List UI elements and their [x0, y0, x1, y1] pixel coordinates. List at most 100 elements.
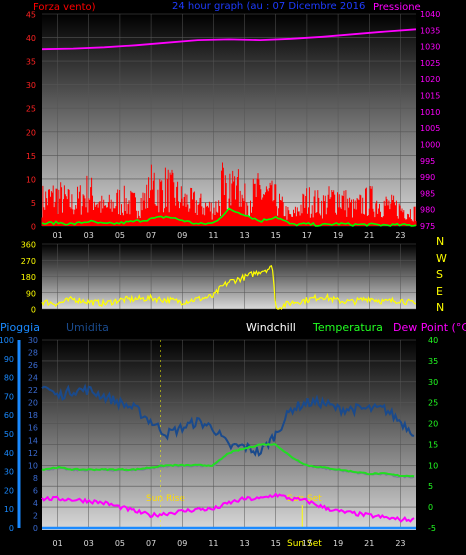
panel1-left-tick: 5 — [31, 199, 36, 208]
panel2-left-tick: 90 — [26, 289, 36, 298]
dewpoint-line — [41, 492, 415, 523]
panel3-temp-tick: -5 — [428, 524, 436, 533]
windchill-axis-title: Windchill — [246, 321, 296, 334]
panel3-x-tick: 01 — [52, 539, 62, 548]
wind-direction-line — [41, 265, 417, 310]
panel1-left-tick: 10 — [26, 175, 36, 184]
panel3-humidity-tick: 24 — [28, 374, 38, 383]
panel3-rain-tick: 80 — [4, 374, 14, 383]
panel3-rain-tick: 30 — [4, 468, 14, 477]
chart-title: 24 hour graph (au : 07 Dicembre 2016 — [172, 1, 365, 12]
panel3-humidity-tick: 30 — [28, 336, 38, 345]
humidity-line — [41, 383, 415, 457]
panel3-rain-tick: 60 — [4, 411, 14, 420]
panel1-left-tick: 35 — [26, 58, 36, 67]
panel1-x-tick: 21 — [364, 231, 374, 240]
panel2-compass-label: E — [436, 285, 443, 298]
panel1-x-tick: 15 — [271, 231, 281, 240]
temperature-axis-title: Temperatura — [312, 321, 383, 334]
panel3-x-tick: 05 — [115, 539, 125, 548]
panel3-humidity-tick: 18 — [28, 411, 38, 420]
panel3-rain-tick: 90 — [4, 355, 14, 364]
panel3-rain-tick: 40 — [4, 449, 14, 458]
panel3-x-tick: 21 — [364, 539, 374, 548]
wind-axis-title: Forza vento) — [33, 2, 96, 13]
panel3-humidity-tick: 16 — [28, 424, 38, 433]
panel3-x-tick: 03 — [84, 539, 94, 548]
panel1-x-tick: 03 — [84, 231, 94, 240]
panel1-left-tick: 0 — [31, 223, 36, 232]
panel1-x-tick: 17 — [302, 231, 312, 240]
dewpoint-axis-title: Dew Point (°C) — [393, 321, 466, 334]
panel3-temp-tick: 10 — [428, 461, 438, 470]
panel1-x-tick: 05 — [115, 231, 125, 240]
panel3-x-tick: 09 — [177, 539, 187, 548]
panel3-temp-tick: 15 — [428, 440, 438, 449]
panel3-temp-tick: 0 — [428, 503, 433, 512]
panel1-right-tick: 1025 — [420, 59, 440, 68]
panel3-temp-tick: 25 — [428, 399, 438, 408]
sunrise-label: Sun Rise — [146, 494, 185, 504]
panel1-right-tick: 1015 — [420, 92, 440, 101]
panel3-rain-tick: 0 — [9, 524, 14, 533]
panel1-right-tick: 980 — [420, 206, 435, 215]
panel2-compass-label: N — [436, 235, 444, 248]
panel3-humidity-tick: 12 — [28, 449, 38, 458]
panel2-compass-label: S — [436, 268, 443, 281]
panel2-left-tick: 180 — [21, 273, 36, 282]
panel1-right-tick: 1040 — [420, 10, 440, 19]
panel3-temp-tick: 40 — [428, 336, 438, 345]
panel1-x-tick: 23 — [395, 231, 405, 240]
panel3-humidity-tick: 10 — [28, 461, 38, 470]
panel3-rain-tick: 70 — [4, 392, 14, 401]
panel3-temp-tick: 20 — [428, 420, 438, 429]
panel1-left-tick: 40 — [26, 34, 36, 43]
humidity-axis-title: Umidita — [66, 321, 109, 334]
panel3-x-tick: 23 — [395, 539, 405, 548]
panel3-rain-tick: 100 — [0, 336, 14, 345]
panel1-x-tick: 09 — [177, 231, 187, 240]
panel3-humidity-tick: 6 — [33, 486, 38, 495]
panel1-right-tick: 985 — [420, 189, 435, 198]
panel3-humidity-tick: 20 — [28, 399, 38, 408]
panel3-x-tick: 13 — [239, 539, 249, 548]
panel3-humidity-tick: 14 — [28, 436, 38, 445]
panel3-x-tick: 07 — [146, 539, 156, 548]
panel1-left-tick: 15 — [26, 152, 36, 161]
panel3-humidity-tick: 26 — [28, 361, 38, 370]
panel1-plot-area — [42, 14, 416, 226]
panel1-right-tick: 1020 — [420, 75, 440, 84]
panel1-x-tick: 01 — [52, 231, 62, 240]
pressure-line — [41, 28, 417, 51]
panel3-temp-tick: 30 — [428, 378, 438, 387]
panel3-humidity-tick: 2 — [33, 511, 38, 520]
panel2-left-tick: 0 — [31, 306, 36, 315]
panel3-rain-tick: 50 — [4, 430, 14, 439]
panel1-right-tick: 990 — [420, 173, 435, 182]
panel1-right-tick: 1030 — [420, 43, 440, 52]
panel2-left-tick: 360 — [21, 241, 36, 250]
panel1-right-tick: 1010 — [420, 108, 440, 117]
panel3-humidity-tick: 0 — [33, 524, 38, 533]
panel1-left-tick: 25 — [26, 105, 36, 114]
panel2-compass-label: N — [436, 301, 444, 314]
panel1-right-tick: 975 — [420, 222, 435, 231]
panel1-left-tick: 20 — [26, 128, 36, 137]
panel3-humidity-tick: 28 — [28, 349, 38, 358]
panel2-compass-label: W — [436, 252, 447, 265]
panel3-humidity-tick: 8 — [33, 474, 38, 483]
panel1-right-tick: 995 — [420, 157, 435, 166]
panel1-x-tick: 11 — [208, 231, 218, 240]
panel1-x-tick: 19 — [333, 231, 343, 240]
chart-marks: 0510152025303540459759809859909951000100… — [0, 10, 447, 548]
panel3-x-tick: 11 — [208, 539, 218, 548]
rain-axis-title: Pioggia — [0, 321, 40, 334]
panel3-temp-tick: 5 — [428, 482, 433, 491]
panel2-left-tick: 270 — [21, 257, 36, 266]
pressure-axis-title: Pressione — [373, 2, 421, 13]
panel3-rain-tick: 10 — [4, 505, 14, 514]
panel1-x-tick: 13 — [239, 231, 249, 240]
panel3-x-tick: 15 — [271, 539, 281, 548]
